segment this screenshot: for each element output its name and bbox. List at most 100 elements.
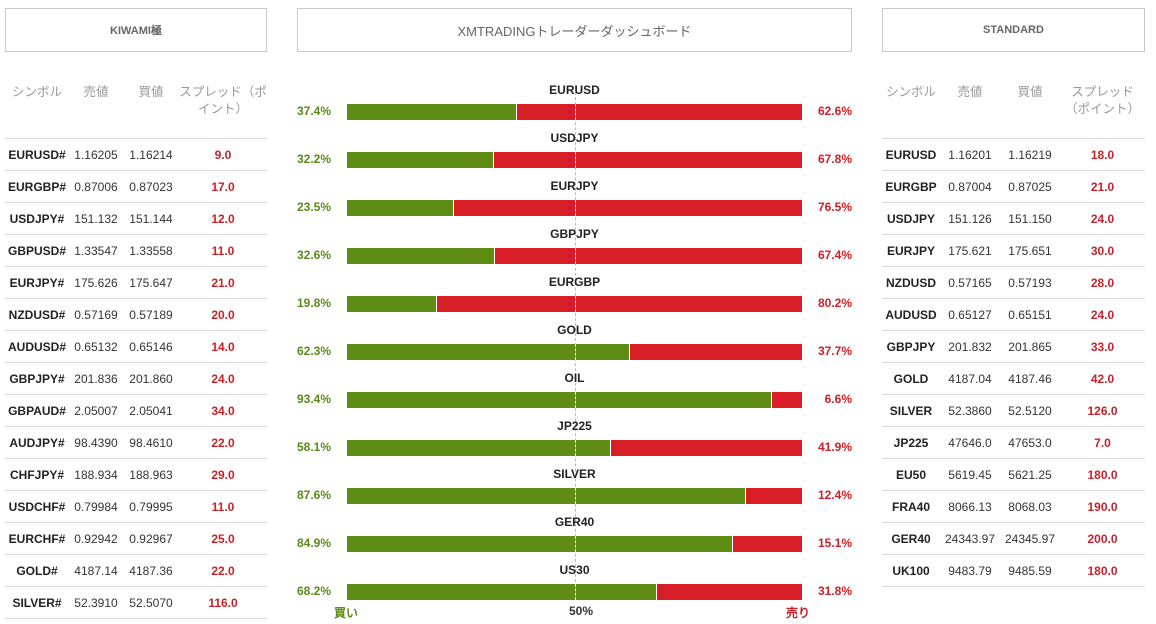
ask-cell: 0.87025 xyxy=(1000,170,1060,203)
table-row: GBPUSD# 1.33547 1.33558 11.0 xyxy=(5,234,267,267)
buy-percentage: 68.2% xyxy=(297,584,332,598)
bar-midpoint-marker xyxy=(574,248,576,264)
table-header-row: シンボル 売値 買値 スプレッド（ポイント） xyxy=(5,78,267,139)
sell-percentage: 67.4% xyxy=(817,248,852,262)
table-header-row: シンボル 売値 買値 スプレッド（ポイント） xyxy=(882,78,1145,139)
ask-cell: 201.865 xyxy=(1000,330,1060,363)
buy-fill-bar xyxy=(347,344,631,360)
bar-midpoint-marker xyxy=(574,152,576,168)
table-row: UK100 9483.79 9485.59 180.0 xyxy=(882,554,1145,587)
sentiment-bar xyxy=(347,584,802,600)
col-header-bid: 売値 xyxy=(83,85,109,99)
spread-cell: 190.0 xyxy=(1060,490,1145,523)
sentiment-symbol-label: SILVER xyxy=(553,467,596,481)
symbol-cell: NZDUSD# xyxy=(5,298,69,331)
symbol-cell: SILVER# xyxy=(5,586,69,619)
table-row: USDCHF# 0.79984 0.79995 11.0 xyxy=(5,490,267,523)
bar-midpoint-marker xyxy=(574,440,576,456)
spread-cell: 21.0 xyxy=(1060,170,1145,203)
spread-cell: 29.0 xyxy=(179,458,267,491)
symbol-cell: CHFJPY# xyxy=(5,458,69,491)
sentiment-bar xyxy=(347,296,802,312)
col-header-ask: 買値 xyxy=(138,85,164,99)
buy-percentage: 93.4% xyxy=(297,392,332,406)
sentiment-bar xyxy=(347,440,802,456)
sentiment-row: EURJPY 23.5% 76.5% xyxy=(297,176,852,224)
spread-cell: 25.0 xyxy=(179,522,267,555)
kiwami-spread-table: シンボル 売値 買値 スプレッド（ポイント） EURUSD# 1.16205 1.1… xyxy=(5,78,267,619)
sentiment-row: GBPJPY 32.6% 67.4% xyxy=(297,224,852,272)
ask-cell: 1.16219 xyxy=(1000,138,1060,171)
table-row: EURUSD# 1.16205 1.16214 9.0 xyxy=(5,138,267,171)
sentiment-symbol-label: USDJPY xyxy=(550,131,599,145)
bid-cell: 0.57169 xyxy=(69,298,123,331)
bid-cell: 201.836 xyxy=(69,362,123,395)
dashboard-panel-header[interactable]: XMTRADINGトレーダーダッシュボード xyxy=(297,8,852,52)
sentiment-row: OIL 93.4% 6.6% xyxy=(297,368,852,416)
symbol-cell: EURUSD# xyxy=(5,138,69,171)
table-row: SILVER# 52.3910 52.5070 116.0 xyxy=(5,586,267,619)
bid-cell: 52.3860 xyxy=(940,394,1000,427)
sentiment-bar xyxy=(347,536,802,552)
ask-cell: 24345.97 xyxy=(1000,522,1060,555)
bar-midpoint-marker xyxy=(574,344,576,360)
ask-cell: 0.92967 xyxy=(123,522,179,555)
ask-cell: 0.65151 xyxy=(1000,298,1060,331)
col-header-bid: 売値 xyxy=(957,85,983,99)
symbol-cell: GOLD# xyxy=(5,554,69,587)
spread-cell: 7.0 xyxy=(1060,426,1145,459)
spread-cell: 200.0 xyxy=(1060,522,1145,555)
bid-cell: 1.16205 xyxy=(69,138,123,171)
bid-cell: 47646.0 xyxy=(940,426,1000,459)
sentiment-symbol-label: EURUSD xyxy=(549,83,600,97)
buy-percentage: 32.2% xyxy=(297,152,332,166)
spread-cell: 14.0 xyxy=(179,330,267,363)
sentiment-bar xyxy=(347,344,802,360)
table-row: USDJPY# 151.132 151.144 12.0 xyxy=(5,202,267,235)
buy-fill-bar xyxy=(347,200,454,216)
ask-cell: 4187.46 xyxy=(1000,362,1060,395)
legend-fifty-percent-label: 50% xyxy=(569,604,594,618)
kiwami-header-label: KIWAMI極 xyxy=(110,25,162,37)
ask-cell: 175.647 xyxy=(123,266,179,299)
bid-cell: 175.621 xyxy=(940,234,1000,267)
buy-percentage: 32.6% xyxy=(297,248,332,262)
symbol-cell: NZDUSD xyxy=(882,266,940,299)
bar-midpoint-marker xyxy=(574,392,576,408)
col-header-spread: スプレッド（ポイント） xyxy=(1064,85,1140,116)
bid-cell: 4187.04 xyxy=(940,362,1000,395)
sell-percentage: 15.1% xyxy=(817,536,852,550)
bid-cell: 151.132 xyxy=(69,202,123,235)
bid-cell: 0.79984 xyxy=(69,490,123,523)
sentiment-symbol-label: JP225 xyxy=(557,419,592,433)
bar-midpoint-marker xyxy=(574,536,576,552)
buy-fill-bar xyxy=(347,584,658,600)
table-row: USDJPY 151.126 151.150 24.0 xyxy=(882,202,1145,235)
spread-cell: 116.0 xyxy=(179,586,267,619)
bid-cell: 0.92942 xyxy=(69,522,123,555)
sell-percentage: 80.2% xyxy=(817,296,852,310)
spread-cell: 11.0 xyxy=(179,490,267,523)
ask-cell: 47653.0 xyxy=(1000,426,1060,459)
buy-percentage: 84.9% xyxy=(297,536,332,550)
standard-panel-header[interactable]: STANDARD xyxy=(882,8,1145,52)
ask-cell: 188.963 xyxy=(123,458,179,491)
ask-cell: 0.79995 xyxy=(123,490,179,523)
spread-cell: 33.0 xyxy=(1060,330,1145,363)
table-row: GOLD# 4187.14 4187.36 22.0 xyxy=(5,554,267,587)
symbol-cell: USDJPY xyxy=(882,202,940,235)
symbol-cell: SILVER xyxy=(882,394,940,427)
buy-percentage: 23.5% xyxy=(297,200,332,214)
sentiment-symbol-label: GER40 xyxy=(554,515,595,529)
sell-percentage: 12.4% xyxy=(817,488,852,502)
table-row: EURGBP 0.87004 0.87025 21.0 xyxy=(882,170,1145,203)
standard-spread-table: シンボル 売値 買値 スプレッド（ポイント） EURUSD 1.16201 1.16… xyxy=(882,78,1145,587)
symbol-cell: FRA40 xyxy=(882,490,940,523)
sentiment-symbol-label: GBPJPY xyxy=(550,227,599,241)
kiwami-panel-header[interactable]: KIWAMI極 xyxy=(5,8,267,52)
ask-cell: 0.87023 xyxy=(123,170,179,203)
sentiment-symbol-label: US30 xyxy=(559,563,590,577)
table-row: SILVER 52.3860 52.5120 126.0 xyxy=(882,394,1145,427)
symbol-cell: JP225 xyxy=(882,426,940,459)
legend-sell-label: 売り xyxy=(786,606,811,620)
